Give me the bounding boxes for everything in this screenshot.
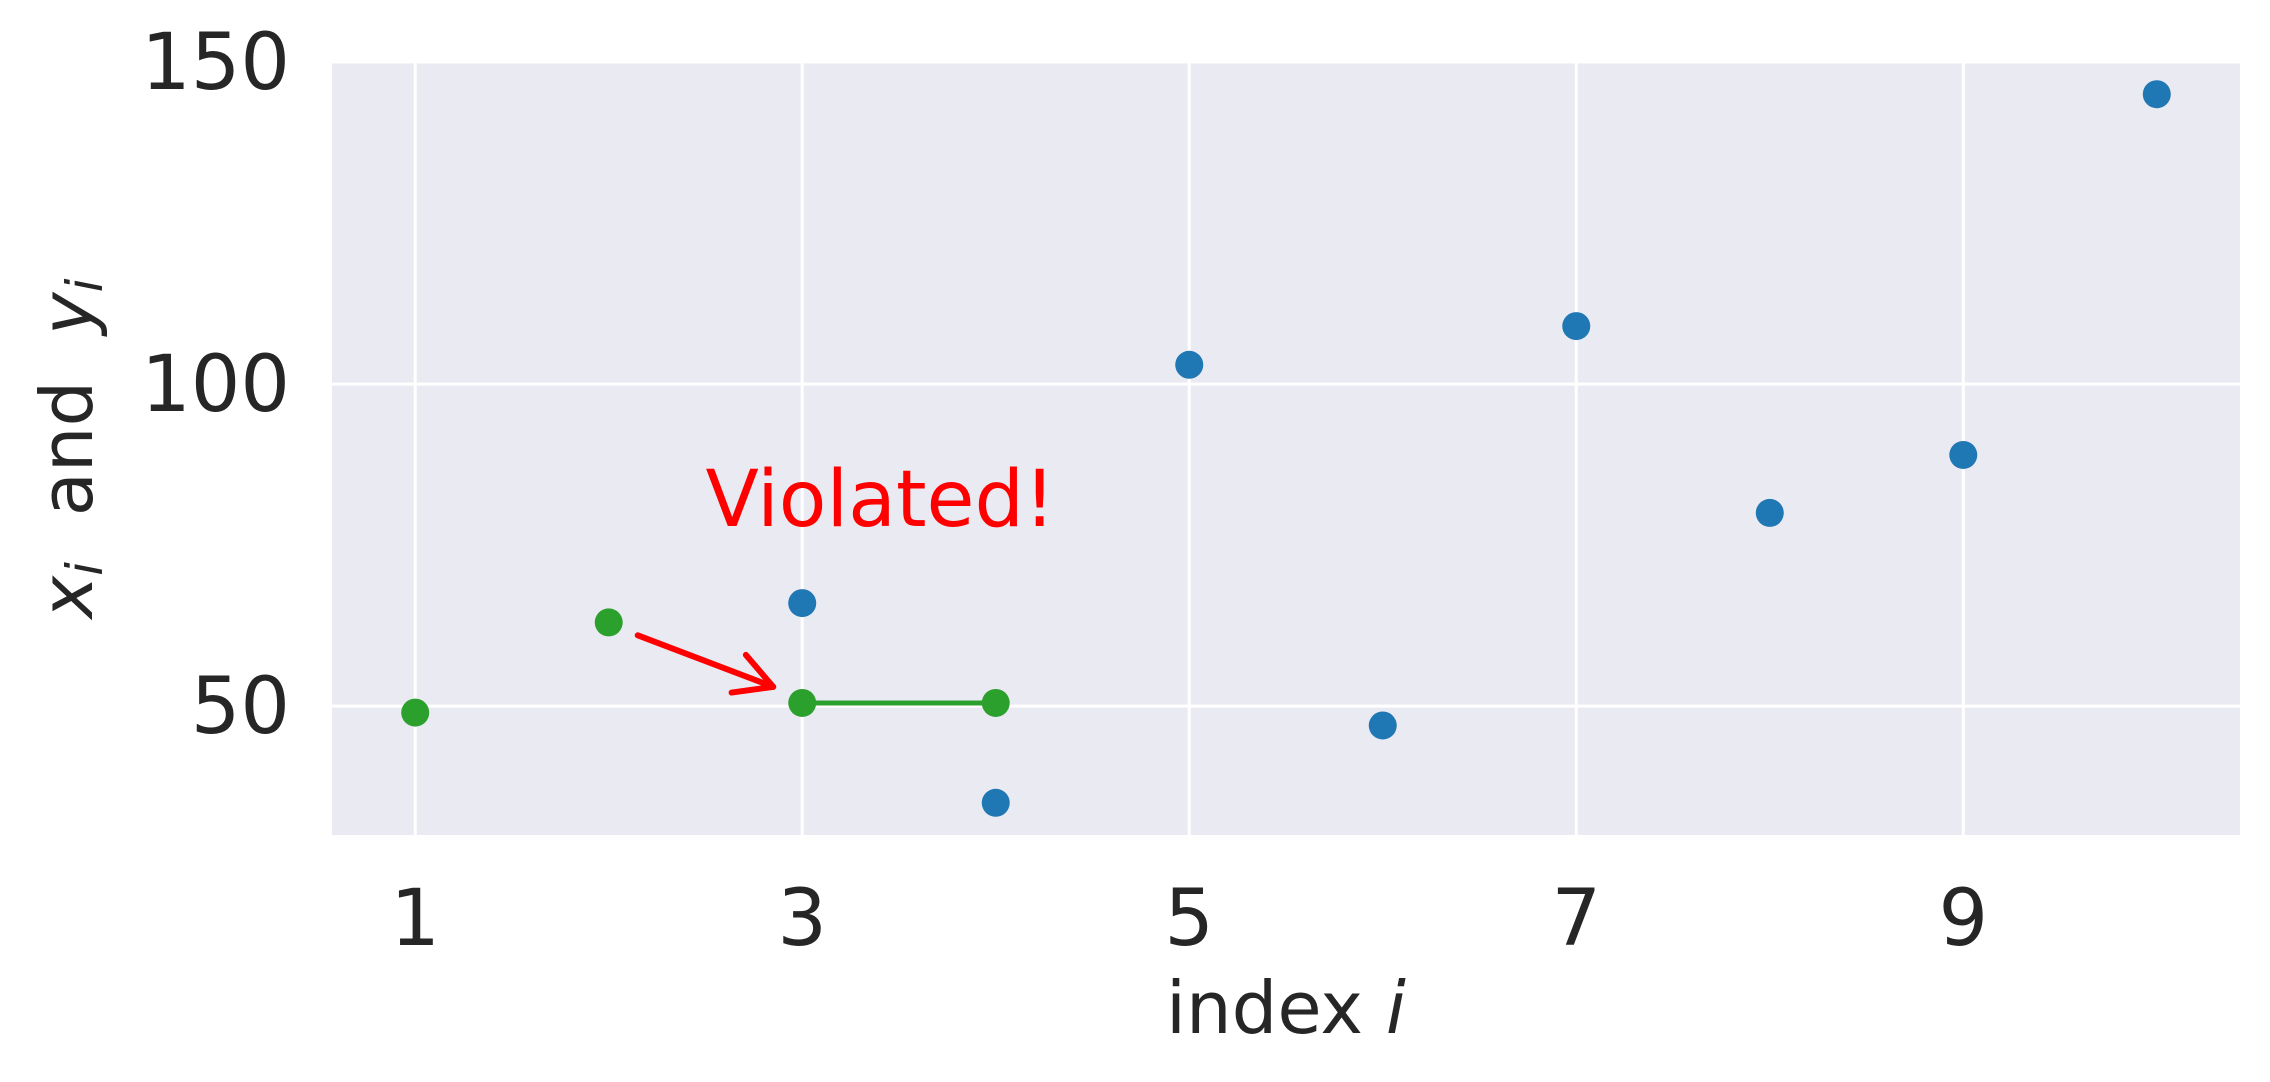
grid-lines bbox=[332, 60, 2240, 835]
data-point bbox=[788, 688, 817, 717]
y-tick-label: 150 bbox=[141, 18, 290, 108]
data-point bbox=[401, 698, 430, 727]
data-point bbox=[594, 608, 623, 637]
data-point bbox=[1175, 350, 1204, 379]
data-point bbox=[981, 688, 1010, 717]
y-tick-label: 50 bbox=[191, 662, 290, 752]
x-tick-label: 9 bbox=[1938, 874, 1988, 964]
data-point bbox=[2142, 80, 2171, 109]
x-tick-label: 1 bbox=[390, 874, 440, 964]
data-point bbox=[1368, 711, 1397, 740]
annotation-arrow-shaft bbox=[634, 632, 777, 690]
annotation-arrow-head bbox=[728, 651, 777, 696]
y-axis-label: xi and yi bbox=[25, 278, 114, 620]
data-point bbox=[788, 589, 817, 618]
annotation: Violated! bbox=[634, 455, 1055, 696]
tick-labels: 1 3 5 7 9 50 100 150 bbox=[141, 18, 1988, 964]
y-tick-label: 100 bbox=[141, 340, 290, 430]
data-point bbox=[1949, 440, 1978, 469]
x-axis-label: index i bbox=[1166, 966, 1406, 1050]
data-marks bbox=[401, 80, 2171, 817]
annotation-label: Violated! bbox=[705, 455, 1055, 545]
data-point bbox=[981, 788, 1010, 817]
x-tick-label: 7 bbox=[1551, 874, 1601, 964]
data-point bbox=[1562, 312, 1591, 341]
data-point bbox=[1755, 498, 1784, 527]
x-tick-label: 3 bbox=[777, 874, 827, 964]
x-tick-label: 5 bbox=[1164, 874, 1214, 964]
